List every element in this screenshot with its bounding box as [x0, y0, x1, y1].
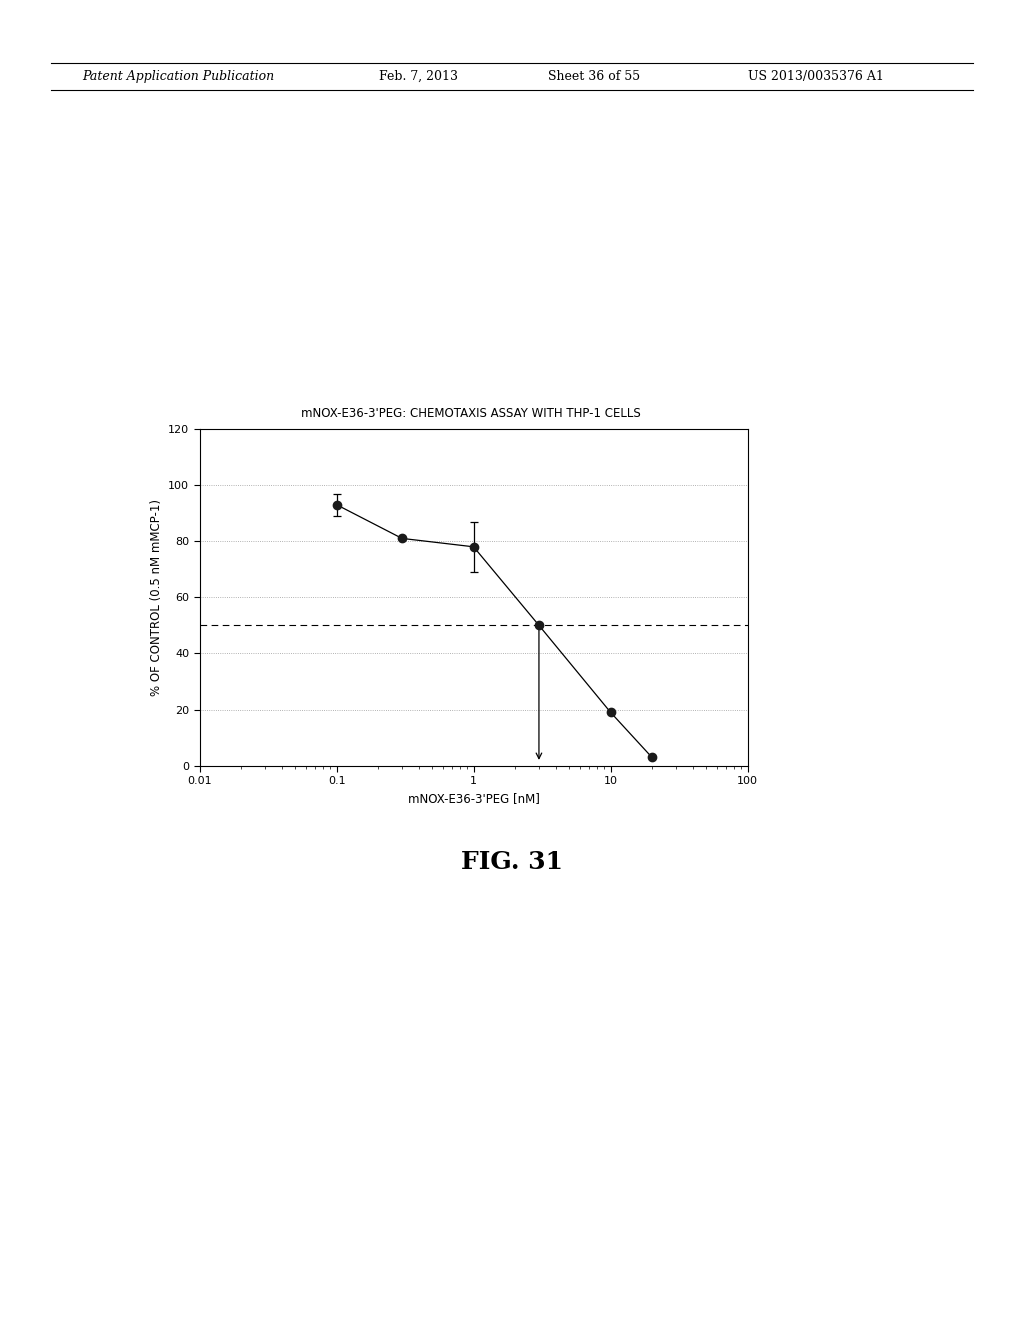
Text: Sheet 36 of 55: Sheet 36 of 55 — [548, 70, 640, 83]
Text: Feb. 7, 2013: Feb. 7, 2013 — [379, 70, 458, 83]
Text: mNOX-E36-3'PEG: CHEMOTAXIS ASSAY WITH THP-1 CELLS: mNOX-E36-3'PEG: CHEMOTAXIS ASSAY WITH TH… — [301, 407, 641, 420]
Text: Patent Application Publication: Patent Application Publication — [82, 70, 274, 83]
Text: FIG. 31: FIG. 31 — [461, 850, 563, 874]
X-axis label: mNOX-E36-3'PEG [nM]: mNOX-E36-3'PEG [nM] — [408, 792, 540, 805]
Text: US 2013/0035376 A1: US 2013/0035376 A1 — [748, 70, 884, 83]
Y-axis label: % OF CONTROL (0.5 nM mMCP-1): % OF CONTROL (0.5 nM mMCP-1) — [150, 499, 163, 696]
